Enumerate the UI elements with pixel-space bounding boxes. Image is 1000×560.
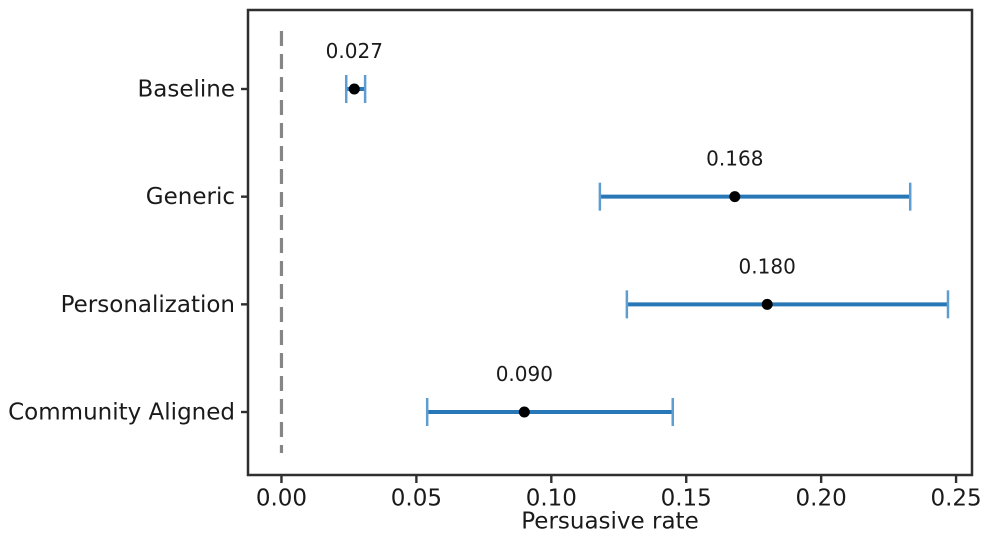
value-label: 0.090 — [496, 362, 553, 386]
data-point — [761, 298, 773, 310]
category-label: Generic — [146, 184, 235, 210]
category-label: Community Aligned — [8, 400, 235, 426]
x-axis-tick-label: 0.20 — [796, 486, 847, 512]
x-axis-tick-label: 0.25 — [930, 486, 981, 512]
category-label: Baseline — [137, 77, 235, 103]
data-point — [729, 191, 741, 203]
data-point — [348, 83, 360, 95]
value-label: 0.027 — [326, 39, 383, 63]
value-label: 0.180 — [739, 254, 796, 278]
x-axis-tick-label: 0.05 — [391, 486, 442, 512]
value-label: 0.168 — [706, 147, 763, 171]
x-axis-tick-label: 0.15 — [661, 486, 712, 512]
plot-border — [246, 8, 974, 477]
data-point — [518, 406, 530, 418]
x-axis-label: Persuasive rate — [521, 509, 698, 535]
x-axis-tick-label: 0.00 — [256, 486, 307, 512]
category-label: Personalization — [61, 292, 235, 318]
x-axis-tick-label: 0.10 — [526, 486, 577, 512]
